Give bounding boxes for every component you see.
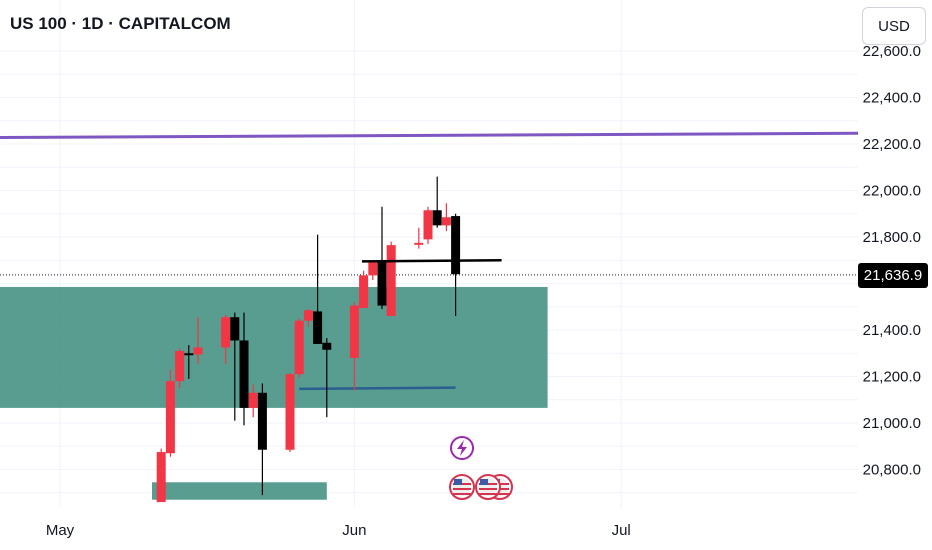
y-tick-label: 21,200.0 bbox=[863, 369, 921, 386]
annotation-zones bbox=[0, 286, 548, 500]
candle-body bbox=[257, 392, 267, 450]
candle-body bbox=[294, 320, 304, 375]
events[interactable] bbox=[449, 436, 513, 500]
candle-body bbox=[368, 262, 378, 276]
candle bbox=[230, 312, 240, 421]
candle-body bbox=[414, 242, 424, 245]
candle-body bbox=[359, 275, 369, 308]
candle bbox=[414, 227, 424, 249]
candle bbox=[386, 241, 396, 317]
candle-body bbox=[432, 210, 442, 226]
candle-body bbox=[303, 310, 313, 321]
candle-body bbox=[285, 374, 295, 450]
candle bbox=[165, 369, 175, 457]
candle bbox=[451, 213, 461, 317]
y-tick-label: 22,600.0 bbox=[863, 43, 921, 60]
candle bbox=[221, 314, 231, 364]
candle-body bbox=[377, 260, 387, 306]
candle bbox=[193, 317, 203, 364]
candle bbox=[156, 448, 166, 503]
y-tick-label: 20,800.0 bbox=[863, 462, 921, 479]
candle-body bbox=[441, 217, 451, 226]
candle-body bbox=[156, 452, 166, 503]
candle-body bbox=[349, 305, 359, 358]
candle bbox=[175, 348, 185, 389]
y-tick-label: 21,000.0 bbox=[863, 415, 921, 432]
candle-body bbox=[248, 392, 258, 408]
candle-body bbox=[193, 347, 203, 355]
candles bbox=[156, 176, 502, 503]
x-tick-label: Jun bbox=[342, 522, 366, 539]
candle bbox=[184, 345, 194, 379]
candle bbox=[248, 384, 258, 418]
candle-body bbox=[322, 342, 332, 350]
candle bbox=[322, 338, 332, 418]
x-tick-label: May bbox=[46, 522, 75, 539]
chart-title: US 100 · 1D · CAPITALCOM bbox=[10, 14, 231, 33]
mid-line bbox=[361, 259, 502, 263]
candle bbox=[368, 260, 378, 281]
candle-body bbox=[451, 216, 461, 275]
y-tick-label: 22,400.0 bbox=[863, 90, 921, 107]
us-flag-event-icon[interactable] bbox=[475, 474, 501, 500]
x-tick-label: Jul bbox=[612, 522, 631, 539]
candle bbox=[239, 312, 249, 426]
resistance-line bbox=[0, 131, 859, 139]
candle-body bbox=[184, 353, 194, 356]
candle bbox=[432, 176, 442, 228]
support-line bbox=[299, 386, 456, 391]
candle-body bbox=[239, 340, 249, 408]
candle-body bbox=[165, 381, 175, 454]
candle-body bbox=[386, 245, 396, 317]
candle bbox=[423, 206, 433, 244]
candle bbox=[285, 373, 295, 453]
candle bbox=[313, 234, 323, 344]
axes: 22,400.0 22,200.0 22,000.0 21,800.0 21,400.0… bbox=[46, 43, 921, 539]
y-tick-label: 21,800.0 bbox=[863, 229, 921, 246]
candle-body bbox=[423, 210, 433, 240]
currency-button[interactable]: USD bbox=[862, 7, 926, 45]
candle-body bbox=[221, 317, 231, 348]
candle bbox=[303, 309, 313, 327]
candle bbox=[359, 270, 369, 308]
candle bbox=[441, 203, 451, 232]
grid-lines bbox=[0, 0, 858, 507]
lightning-event-icon[interactable] bbox=[450, 436, 474, 460]
candle bbox=[257, 383, 267, 496]
lower-zone bbox=[152, 482, 327, 500]
annotation-lines bbox=[0, 131, 859, 391]
current-price-badge: 21,636.9 bbox=[858, 263, 928, 288]
candle bbox=[294, 318, 304, 378]
demand-zone bbox=[0, 286, 548, 408]
y-tick-label: 21,400.0 bbox=[863, 322, 921, 339]
candle-body bbox=[313, 311, 323, 344]
candle-body bbox=[175, 350, 185, 382]
candle bbox=[349, 302, 359, 391]
us-flag-event-icon[interactable] bbox=[449, 474, 475, 500]
candle bbox=[377, 206, 387, 310]
candle-body bbox=[230, 317, 240, 341]
y-tick-label: 22,000.0 bbox=[863, 183, 921, 200]
y-tick-label: 22,200.0 bbox=[863, 136, 921, 153]
